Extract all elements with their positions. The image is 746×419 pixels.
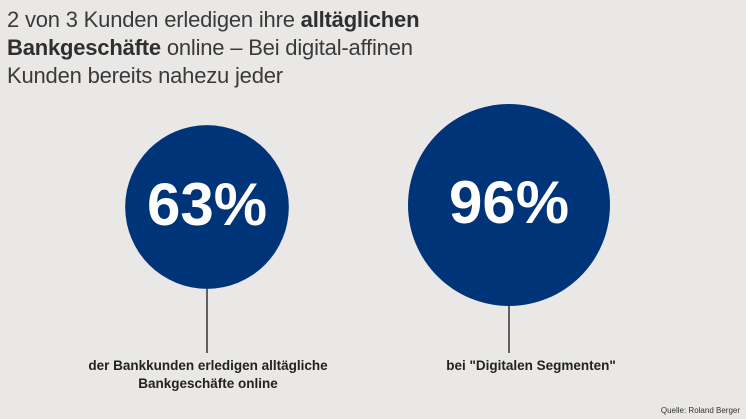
title-part-2: online – Bei digital-affinen Kunden bere… [7,35,413,88]
value-label-right: 96% [449,169,569,236]
source-note: Quelle: Roland Berger [660,406,740,415]
caption-left: der Bankkunden erledigen alltägliche Ban… [88,358,328,391]
title-bold-1: alltäglichen Bankgeschäfte [7,7,420,60]
caption-right: bei "Digitalen Segmenten" [446,358,616,373]
chart-title: 2 von 3 Kunden erledigen ihre alltäglich… [7,6,477,90]
value-label-left: 63% [147,171,267,238]
title-part-1: 2 von 3 Kunden erledigen ihre [7,7,301,32]
bubble-right [408,104,610,306]
bubble-left [125,125,289,289]
